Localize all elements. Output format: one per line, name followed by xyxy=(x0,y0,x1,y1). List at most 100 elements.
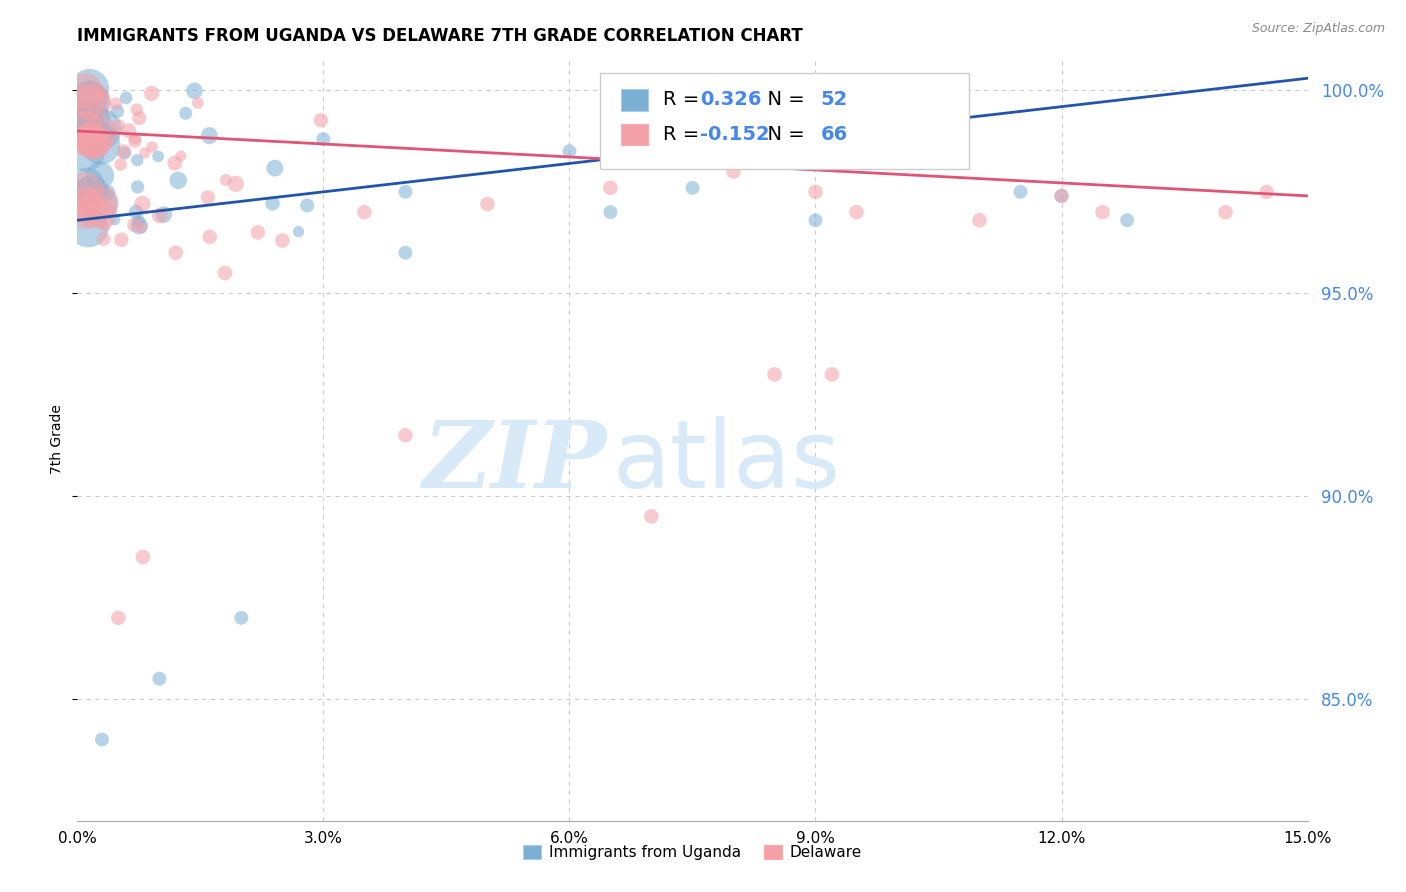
Text: 52: 52 xyxy=(821,90,848,110)
Point xyxy=(134,145,156,160)
Text: ZIP: ZIP xyxy=(422,417,606,508)
Point xyxy=(170,149,193,163)
Point xyxy=(804,185,827,199)
Point xyxy=(821,368,844,382)
Point xyxy=(115,91,138,105)
Point xyxy=(723,164,745,178)
Point xyxy=(271,234,294,248)
Point xyxy=(152,208,174,222)
Point xyxy=(75,193,97,207)
Point xyxy=(82,203,104,218)
Y-axis label: 7th Grade: 7th Grade xyxy=(51,404,65,475)
Point xyxy=(75,187,97,202)
Point xyxy=(477,197,499,211)
Text: R =: R = xyxy=(664,125,706,144)
Point xyxy=(148,672,170,686)
Point xyxy=(599,181,621,195)
Point xyxy=(682,181,704,195)
Point xyxy=(287,225,309,239)
Point xyxy=(80,185,103,199)
Point xyxy=(263,161,285,175)
Point xyxy=(110,158,132,172)
Point xyxy=(183,84,205,98)
Point xyxy=(295,198,318,212)
Point xyxy=(149,209,172,223)
Point xyxy=(90,138,112,153)
Point xyxy=(91,88,114,103)
Point xyxy=(124,131,146,145)
Point xyxy=(75,112,97,127)
Point xyxy=(79,88,101,103)
Point xyxy=(845,205,868,219)
Text: IMMIGRANTS FROM UGANDA VS DELAWARE 7TH GRADE CORRELATION CHART: IMMIGRANTS FROM UGANDA VS DELAWARE 7TH G… xyxy=(77,28,803,45)
Point xyxy=(75,145,97,160)
Point xyxy=(246,226,269,240)
Point xyxy=(1215,205,1237,219)
Point xyxy=(75,209,97,223)
Point xyxy=(75,108,97,122)
Point xyxy=(79,95,101,109)
Point xyxy=(107,119,129,133)
FancyBboxPatch shape xyxy=(621,89,648,111)
Point xyxy=(174,106,197,120)
Point xyxy=(262,196,284,211)
Point xyxy=(167,173,190,187)
Point xyxy=(90,195,112,210)
Point xyxy=(105,104,128,119)
Point xyxy=(231,611,253,625)
Point xyxy=(312,132,335,146)
Point xyxy=(77,93,100,107)
Point xyxy=(1010,185,1032,199)
Point xyxy=(394,428,416,442)
Point xyxy=(141,87,163,101)
Text: N =: N = xyxy=(755,90,811,110)
Point xyxy=(117,124,139,138)
Point xyxy=(124,134,146,148)
Point xyxy=(112,145,135,159)
Point xyxy=(82,95,104,109)
Point xyxy=(79,81,101,95)
Point xyxy=(93,232,115,246)
Point xyxy=(215,173,238,187)
Point xyxy=(128,214,150,228)
Point xyxy=(127,153,149,167)
Legend: Immigrants from Uganda, Delaware: Immigrants from Uganda, Delaware xyxy=(517,839,868,866)
Point xyxy=(804,213,827,227)
Point xyxy=(131,197,153,211)
Point xyxy=(75,199,97,213)
Point xyxy=(97,126,120,140)
Point xyxy=(75,95,97,110)
Point xyxy=(77,220,100,235)
Point xyxy=(1050,189,1073,203)
Point xyxy=(83,136,105,151)
Point xyxy=(128,219,150,233)
Point xyxy=(1256,185,1278,199)
Point xyxy=(165,245,187,260)
Point xyxy=(127,180,149,194)
Point xyxy=(125,204,148,219)
Point xyxy=(1091,205,1114,219)
Point xyxy=(75,83,97,97)
Point xyxy=(110,233,132,247)
Point xyxy=(1116,213,1139,227)
Point xyxy=(198,229,221,244)
FancyBboxPatch shape xyxy=(600,73,969,169)
Point xyxy=(90,732,114,747)
Point xyxy=(82,135,104,149)
Point xyxy=(75,183,97,197)
Point xyxy=(103,212,125,227)
Point xyxy=(94,219,117,233)
Point xyxy=(131,220,153,235)
Text: Source: ZipAtlas.com: Source: ZipAtlas.com xyxy=(1251,22,1385,36)
Point xyxy=(763,368,786,382)
Point xyxy=(804,145,827,159)
Point xyxy=(75,119,97,133)
Point xyxy=(353,205,375,219)
Point xyxy=(558,145,581,159)
Point xyxy=(969,213,991,227)
Point xyxy=(125,103,148,117)
Point xyxy=(163,156,186,170)
Point xyxy=(89,169,111,183)
Text: -0.152: -0.152 xyxy=(700,125,769,144)
Point xyxy=(124,218,146,232)
